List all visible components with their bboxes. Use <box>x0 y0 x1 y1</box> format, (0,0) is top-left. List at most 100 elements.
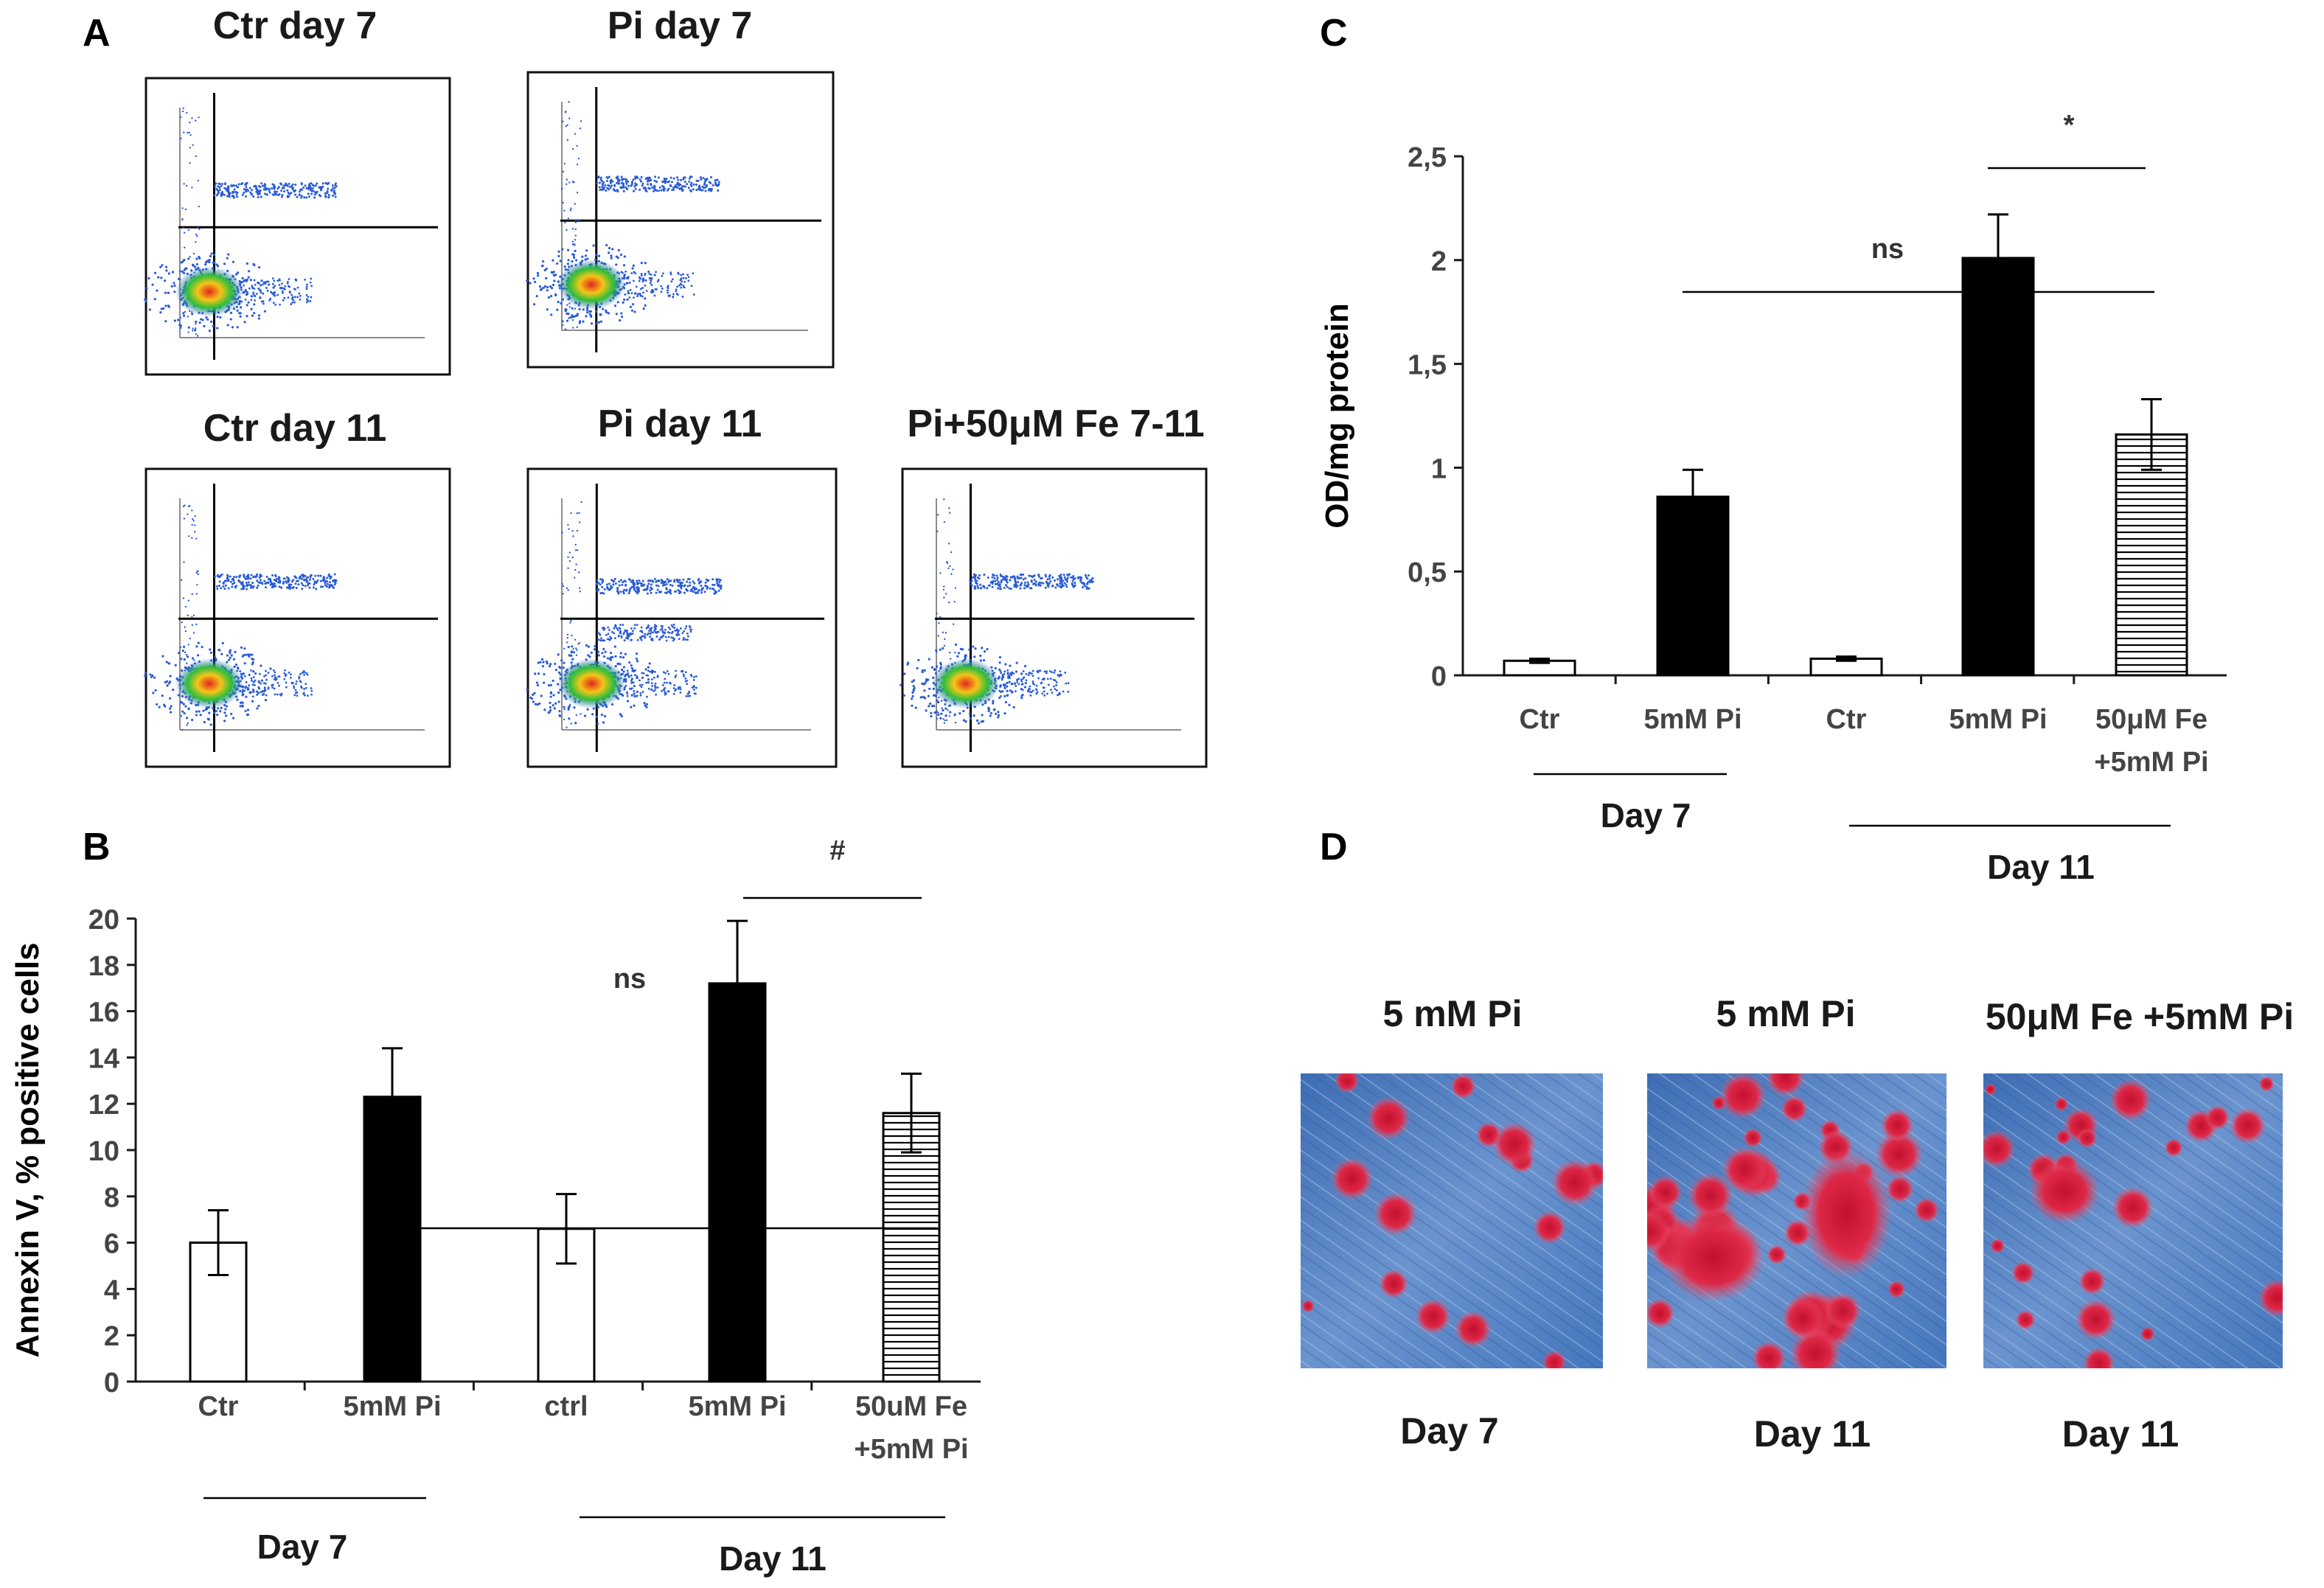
category-label: 5mM Pi <box>343 1391 441 1422</box>
micrograph-top-label: 50μM Fe +5mM Pi <box>1986 996 2294 1037</box>
calcification-spot <box>1880 1108 1914 1142</box>
micrograph-top-label: 5 mM Pi <box>1716 993 1856 1034</box>
micrograph-bottom-label: Day 11 <box>1754 1413 1871 1455</box>
panel-c-od-chart: 0 0,5 1 1,5 2 2,5 OD/mg protein Ctr 5mM Pi Ctr 5mM… <box>1319 110 2227 886</box>
calcification-spot <box>2015 1309 2036 1331</box>
group-label: Day 7 <box>1601 796 1691 835</box>
flow-plot: Pi day 7 <box>526 4 835 369</box>
calcification-spot <box>2112 1186 2154 1229</box>
flow-plot-title: Pi day 11 <box>598 403 762 445</box>
calcification-spot <box>1301 1299 1315 1313</box>
y-tick-label: 4 <box>104 1275 119 1306</box>
calcification-spot <box>1542 1350 1567 1368</box>
panel-b-annexin-chart: 0 2 4 6 8 10 12 14 16 18 20 Annexin V, % positive c… <box>10 835 981 1578</box>
calcification-spot <box>1825 1292 1862 1329</box>
micrograph-bottom-label: Day 11 <box>2062 1413 2179 1455</box>
calcification-spot <box>2258 1278 2283 1317</box>
flow-density-core <box>931 658 1000 709</box>
flow-plot: Pi day 11 <box>526 403 838 768</box>
calcification-spot <box>1875 1130 1924 1179</box>
calcification-spot <box>1781 1297 1824 1340</box>
y-tick-label: 2,5 <box>1408 142 1447 173</box>
panel-label-c: C <box>1320 12 1348 55</box>
significance-label: ns <box>1871 234 1904 265</box>
y-tick-label: 2 <box>104 1321 119 1352</box>
calcification-spot <box>2205 1104 2230 1131</box>
y-axis-label: Annexin V, % positive cells <box>10 942 46 1357</box>
bar <box>1961 257 2035 677</box>
calcification-spot <box>2109 1079 2152 1121</box>
calcification-spot <box>1767 1244 1787 1265</box>
calcification-spot <box>1415 1298 1451 1335</box>
calcification-spot <box>2078 1267 2106 1295</box>
flow-density-core <box>557 260 626 310</box>
calcification-spot <box>2075 1298 2117 1340</box>
calcification-spot <box>1551 1159 1598 1206</box>
calcification-spot <box>1781 1095 1809 1123</box>
micrograph-top-label: 5 mM Pi <box>1383 993 1523 1034</box>
category-label: 5mM Pi <box>1643 704 1742 735</box>
flow-plot-title: Pi day 7 <box>608 4 753 47</box>
micrograph-image <box>1301 1073 1603 1368</box>
category-label: 50uM Fe +5mM Pi <box>854 1391 968 1465</box>
panel-label-a: A <box>83 12 111 55</box>
calcification-spot <box>1719 1073 1767 1119</box>
flow-density-core <box>557 658 626 709</box>
panel-label-d: D <box>1320 826 1348 868</box>
calcification-spot <box>1662 1213 1765 1302</box>
group-label: Day 11 <box>1987 848 2095 886</box>
calcification-spot <box>2077 1128 2098 1149</box>
significance-label: # <box>829 835 845 866</box>
calcification-spot <box>1751 1340 1787 1368</box>
micrograph: 5 mM Pi Day 7 <box>1301 993 1603 1452</box>
flow-plot-title: Ctr day 7 <box>213 4 378 47</box>
flow-plot: Pi+50μM Fe 7-11 <box>900 403 1208 768</box>
micrograph-bottom-label: Day 7 <box>1400 1410 1498 1452</box>
calcification-spot <box>2029 1159 2100 1224</box>
y-tick-label: 12 <box>88 1090 119 1121</box>
y-tick-label: 0 <box>104 1368 119 1399</box>
group-label: Day 7 <box>257 1528 348 1566</box>
calcification-spot <box>1885 1174 1915 1204</box>
category-label: 5mM Pi <box>1949 704 2047 735</box>
micrograph-image <box>1647 1073 1946 1368</box>
group-label: Day 11 <box>719 1539 827 1578</box>
y-tick-label: 6 <box>104 1229 119 1260</box>
calcification-spot <box>1887 1280 1906 1299</box>
y-tick-label: 8 <box>104 1183 119 1213</box>
calcification-spot <box>2054 1097 2069 1112</box>
category-label: 5mM Pi <box>688 1391 786 1422</box>
calcification-spot <box>1366 1096 1410 1140</box>
calcification-spot <box>1722 1146 1768 1193</box>
calcification-spot <box>2011 1261 2036 1285</box>
calcification-spot <box>2140 1326 2155 1342</box>
category-label: ctrl <box>544 1391 588 1422</box>
calcification-spot <box>2082 1346 2115 1368</box>
micrograph: 50μM Fe +5mM Pi Day 11 <box>1983 996 2294 1455</box>
y-tick-label: 0 <box>1431 661 1447 692</box>
calcification-spot <box>1766 1073 1805 1097</box>
calcification-spot <box>1454 1310 1492 1348</box>
flow-plot: Ctr day 11 <box>144 407 451 768</box>
category-label: Ctr <box>1520 704 1560 735</box>
calcification-spot <box>1801 1149 1892 1278</box>
micrograph-image <box>1983 1073 2283 1368</box>
category-label: Ctr <box>198 1391 239 1422</box>
y-tick-label: 1,5 <box>1408 350 1447 381</box>
calcification-spot <box>1989 1238 2005 1254</box>
category-label: Ctr <box>1826 704 1867 735</box>
calcification-spot <box>1533 1211 1567 1244</box>
calcification-spot <box>1983 1129 2016 1169</box>
calcification-spot <box>2258 1076 2275 1092</box>
y-tick-label: 18 <box>88 951 119 982</box>
calcification-spot <box>1984 1083 1997 1096</box>
calcification-spot <box>1334 1073 1360 1093</box>
calcification-spot <box>1450 1073 1477 1100</box>
y-tick-label: 1 <box>1431 453 1447 484</box>
calcification-spot <box>1647 1211 1671 1252</box>
calcification-spot <box>2229 1107 2266 1144</box>
y-tick-label: 16 <box>88 997 119 1028</box>
calcification-spot <box>1492 1122 1537 1166</box>
